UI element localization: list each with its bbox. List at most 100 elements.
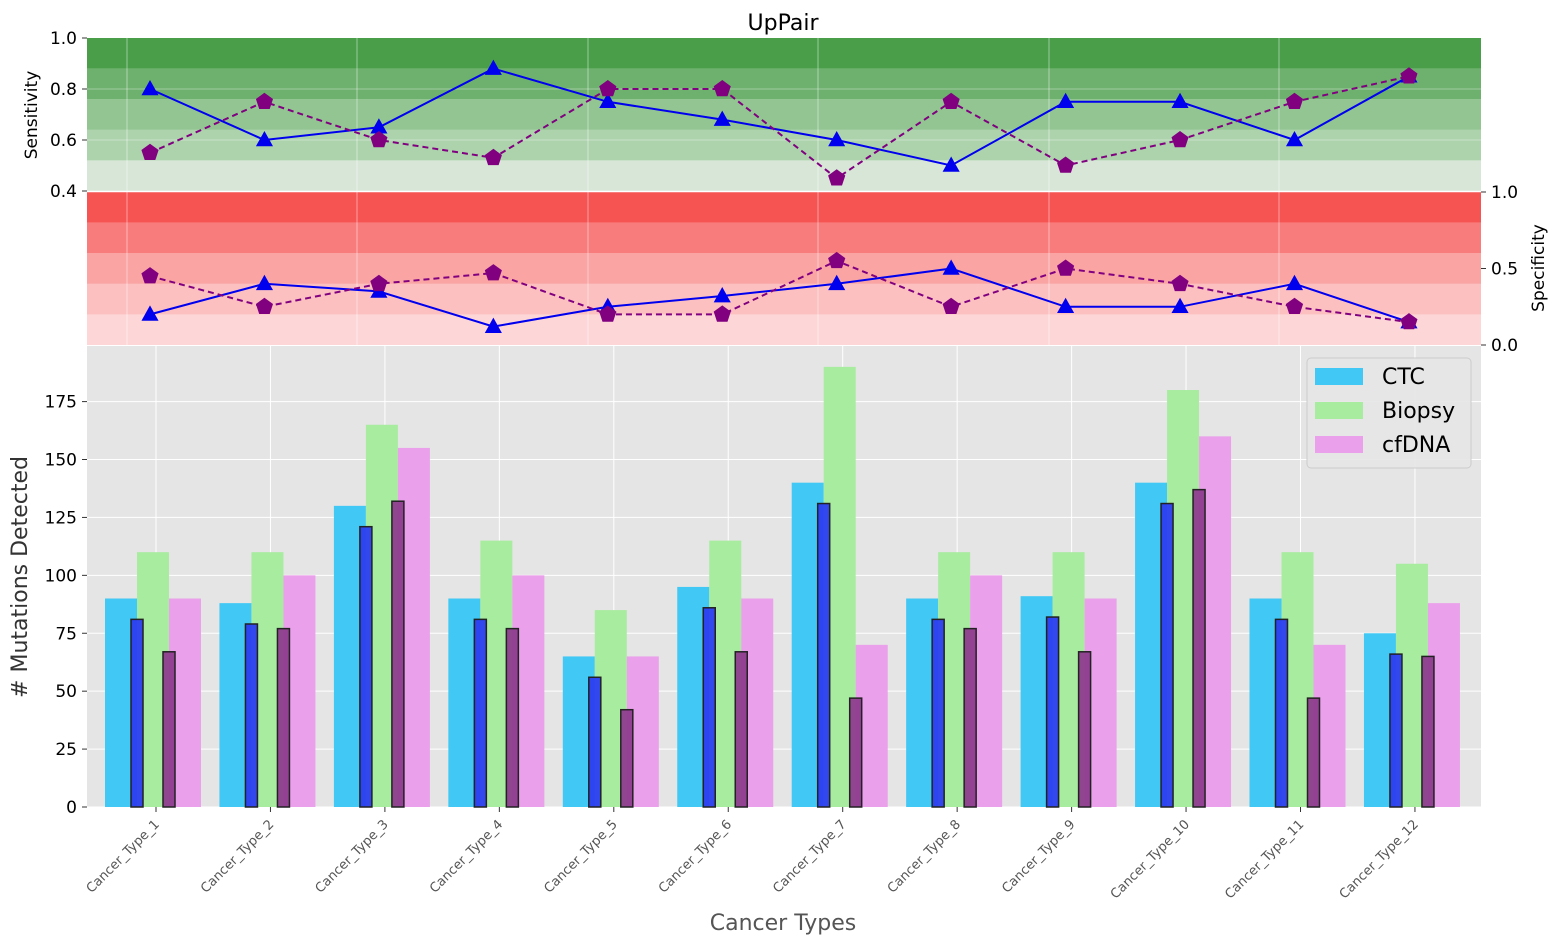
specificity-series-1-point [141,305,159,321]
bar-y-tick-label: 175 [45,393,77,413]
sensitivity-series-1-point [1171,92,1189,109]
legend-label-cfdna: cfDNA [1382,433,1450,458]
sensitivity-series-2-point [942,92,960,109]
specificity-series-2-point [1285,297,1304,314]
sensitivity-series-2-point [484,148,502,166]
bar-y-tick-label: 0 [66,798,77,818]
sensitivity-band [87,38,1481,69]
sensitivity-series-2-point [1285,92,1304,109]
bar-y-tick-label: 100 [45,566,77,586]
sensitivity-band [87,68,1481,100]
bar-y-tick-label: 50 [55,682,77,702]
category-label: Cancer_Type_2 [198,817,277,896]
bar-plot-area [87,346,1481,807]
sensitivity-tick-label: 0.4 [50,182,77,202]
bar-inner-2 [848,697,863,808]
specificity-series-2-point [1057,259,1075,276]
sensitivity-series-2-point [713,80,731,97]
specificity-series-1-line [149,267,1410,328]
category-label: Cancer_Type_10 [1108,817,1193,902]
specificity-series-2-point [599,305,617,322]
sensitivity-series-2-line [149,75,1410,180]
sensitivity-series-2-point [599,80,617,97]
sensitivity-tick-label: 0.6 [50,131,77,151]
specificity-series-2-point [713,305,731,322]
sensitivity-series-1-point [942,156,960,172]
category-label: Cancer_Type_1 [84,817,163,896]
specificity-series-2-point [484,264,502,281]
bar-inner-1 [1389,653,1403,808]
bar-inner-1 [359,525,373,808]
category-label: Cancer_Type_7 [770,817,849,896]
specificity-series-2-point [942,297,960,314]
sensitivity-series-2-point [1400,67,1418,84]
bar-inner-1 [816,502,831,808]
sensitivity-series-1-line [149,67,1410,167]
bar-y-tick-label: 25 [55,740,77,760]
sensitivity-series-1-point [255,131,273,147]
sensitivity-series-1-point [599,92,617,109]
specificity-series-2-point [255,297,273,314]
sensitivity-band [87,129,1481,161]
legend-swatch-ctc [1315,368,1363,385]
bar-inner-1 [931,618,945,808]
sensitivity-tick-label: 0.8 [50,80,77,100]
legend-swatch-cfdna [1315,436,1363,453]
sensitivity-series-2-point [1057,156,1075,173]
sensitivity-series-1-point [828,131,846,147]
specificity-band [87,314,1481,345]
sensitivity-series-2-point [370,131,388,148]
legend-label-biopsy: Biopsy [1382,399,1455,424]
specificity-series-1-point [255,274,273,291]
sensitivity-series-1-point [1057,92,1075,109]
bar-inner-2 [1077,651,1092,808]
category-label: Cancer_Type_12 [1337,817,1422,902]
category-label: Cancer_Type_4 [427,817,506,896]
bar-inner-2 [276,627,291,808]
bar-inner-2 [391,500,405,808]
chart-title: UpPair [748,11,820,36]
bar-inner-1 [702,607,716,808]
specificity-series-1-point [1171,297,1189,314]
specificity-series-1-point [1057,297,1075,314]
sensitivity-axis-label: Sensitivity [22,71,42,160]
sensitivity-band [87,99,1481,130]
specificity-tick-label: 1.0 [1491,183,1518,203]
specificity-series-1-point [484,317,502,333]
specificity-tick-label: 0.5 [1491,260,1518,280]
bar-inner-1 [244,623,259,808]
sensitivity-series-1-point [1285,131,1304,147]
bar-inner-1 [1045,616,1060,808]
sensitivity-series-2-point [828,169,846,186]
legend: CTC Biopsy cfDNA [1306,357,1472,469]
specificity-band [87,222,1481,254]
specificity-axis-label: Specificity [1529,224,1549,312]
bar-inner-1 [130,618,144,808]
sensitivity-series-2-point [1171,131,1189,148]
category-label: Cancer_Type_3 [313,817,392,896]
bar-inner-2 [505,627,520,808]
bar-inner-1 [1274,618,1289,808]
category-label: Cancer_Type_11 [1222,817,1307,902]
specificity-series-2-point [141,267,159,284]
sensitivity-series-1-point [370,118,388,134]
specificity-series-1-point [1285,274,1304,291]
specificity-series-1-point [713,287,731,303]
bar-inner-2 [620,708,634,808]
category-label: Cancer_Type_9 [999,817,1078,896]
bar-y-tick-label: 75 [55,624,77,644]
category-label: Cancer_Type_6 [656,817,735,896]
sensitivity-series-2-point [141,143,159,160]
specificity-series-2-point [828,251,846,269]
mutations-axis-label: # Mutations Detected [8,456,33,698]
bar-inner-2 [162,651,176,808]
bar-inner-1 [473,618,488,808]
bar-inner-2 [1192,488,1206,808]
sensitivity-series-2-point [255,92,273,109]
specificity-series-2-point [1171,274,1189,292]
bar-inner-1 [588,676,602,808]
specificity-series-2-line [149,259,1410,324]
specificity-band [87,192,1481,223]
bar-inner-2 [963,627,977,808]
